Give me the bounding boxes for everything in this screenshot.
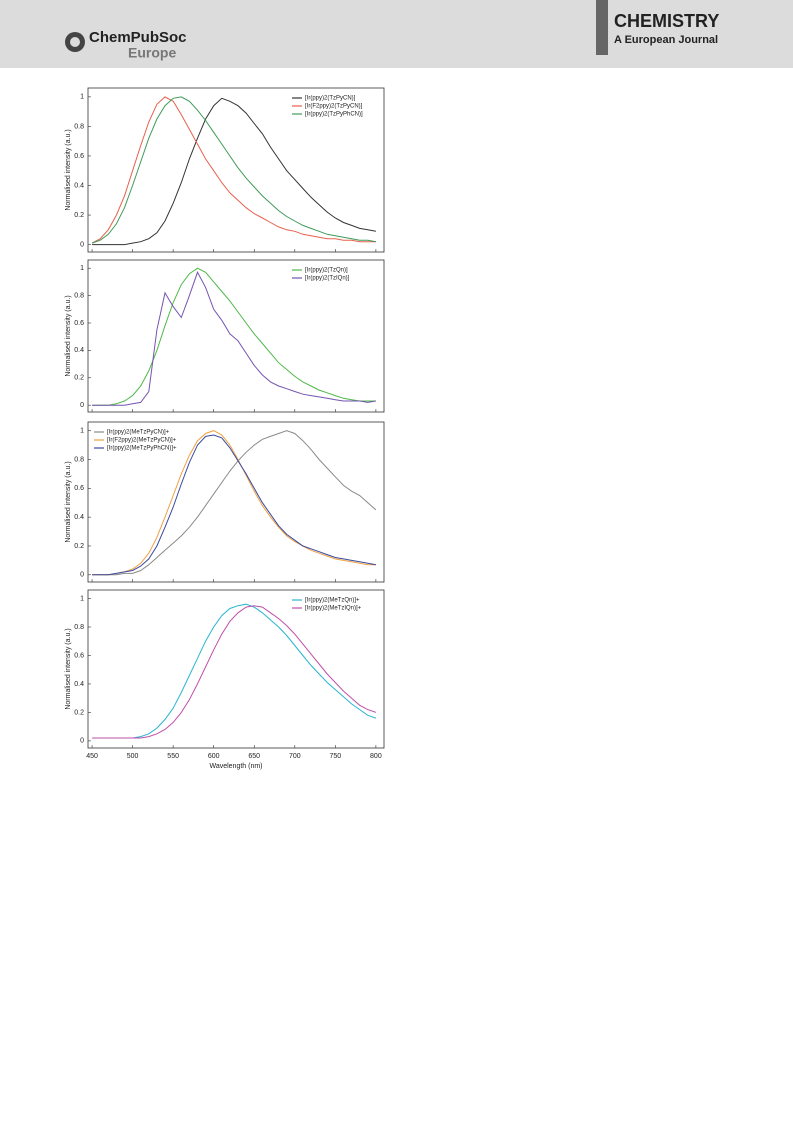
x-tick-label: 600 — [208, 753, 220, 760]
y-tick-label: 0.2 — [74, 543, 84, 550]
y-axis-label: Normalised intensity (a.u.) — [65, 295, 72, 376]
legend-label: [Ir(ppy)2(TzIQn)] — [305, 276, 350, 282]
series-line — [91, 96, 376, 244]
logo-sub: Europe — [128, 45, 176, 61]
journal-title: CHEMISTRY — [614, 11, 719, 31]
y-tick-label: 0.6 — [74, 485, 84, 492]
legend-label: [Ir(ppy)2(MeTzPyCN)]+ — [107, 430, 170, 436]
series-line — [92, 603, 377, 739]
y-tick-label: 0 — [80, 572, 84, 579]
legend-label: [Ir(ppy)2(TzPyCN)] — [305, 96, 356, 102]
x-tick-label: 500 — [127, 753, 139, 760]
series-line — [92, 267, 376, 406]
series-line — [91, 96, 376, 244]
legend-label: [Ir(ppy)2(MeTzPyPhCN)]+ — [107, 446, 177, 452]
logo-name: ChemPubSoc — [89, 29, 187, 46]
journal-subtitle: A European Journal — [614, 34, 718, 46]
x-axis-label: Wavelength (nm) — [209, 763, 262, 770]
logo-icon-inner — [70, 37, 80, 47]
y-tick-label: 0.4 — [74, 681, 84, 688]
y-tick-label: 0.4 — [74, 347, 84, 354]
x-tick-label: 750 — [329, 753, 341, 760]
y-tick-label: 0.8 — [74, 624, 84, 631]
y-tick-label: 0.8 — [74, 456, 84, 463]
y-tick-label: 0 — [80, 738, 84, 745]
series-line — [92, 430, 376, 576]
x-tick-label: 800 — [370, 753, 382, 760]
series-line — [92, 97, 376, 246]
x-tick-label: 650 — [248, 753, 260, 760]
legend-label: [Ir(ppy)2(TzPyPhCN)] — [305, 112, 363, 118]
y-tick-label: 0 — [80, 241, 84, 248]
y-tick-label: 1 — [80, 94, 84, 101]
y-tick-label: 0.4 — [74, 182, 84, 189]
y-axis-label: Normalised intensity (a.u.) — [65, 461, 72, 542]
plot-frame — [87, 421, 385, 583]
y-axis-label: Normalised intensity (a.u.) — [65, 129, 72, 210]
y-tick-label: 1 — [80, 265, 84, 272]
series-line — [92, 430, 377, 576]
y-tick-label: 1 — [80, 595, 84, 602]
x-tick-label: 550 — [167, 753, 179, 760]
y-tick-label: 0.8 — [74, 292, 84, 299]
y-tick-label: 1 — [80, 427, 84, 434]
legend-label: [Ir(F2ppy)2(MeTzPyCN)]+ — [107, 438, 177, 444]
x-tick-label: 700 — [289, 753, 301, 760]
journal-bar — [596, 0, 608, 55]
series-line — [92, 605, 377, 739]
y-tick-label: 0 — [80, 402, 84, 409]
x-tick-label: 450 — [86, 753, 98, 760]
y-tick-label: 0.6 — [74, 652, 84, 659]
y-tick-label: 0.2 — [74, 375, 84, 382]
y-tick-label: 0.8 — [74, 123, 84, 130]
series-line — [92, 434, 376, 576]
series-line — [92, 271, 376, 406]
legend-label: [Ir(F2ppy)2(TzPyCN)] — [305, 104, 363, 110]
legend-label: [Ir(ppy)2(MeTzIQn)]+ — [305, 606, 362, 612]
y-axis-label: Normalised intensity (a.u.) — [65, 628, 72, 709]
legend-label: [Ir(ppy)2(MeTzQn)]+ — [305, 598, 360, 604]
plot-frame — [87, 87, 385, 253]
legend-label: [Ir(ppy)2(TzQn)] — [305, 268, 348, 274]
plot-frame — [87, 259, 385, 413]
y-tick-label: 0.6 — [74, 153, 84, 160]
plot-frame — [87, 589, 385, 749]
y-tick-label: 0.4 — [74, 514, 84, 521]
y-tick-label: 0.2 — [74, 709, 84, 716]
y-tick-label: 0.2 — [74, 212, 84, 219]
header-band — [0, 0, 793, 68]
y-tick-label: 0.6 — [74, 320, 84, 327]
